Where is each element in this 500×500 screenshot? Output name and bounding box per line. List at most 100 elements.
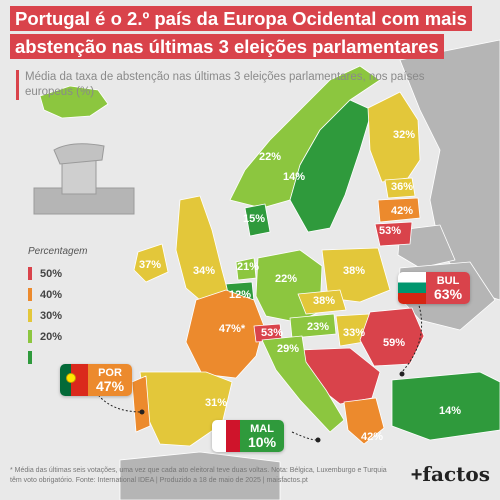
headline-line-2: abstenção nas últimas 3 eleições parlame… xyxy=(10,34,444,59)
bulgaria-callout-text: BUL 63% xyxy=(426,272,471,304)
value-label-ireland: 37% xyxy=(139,259,161,271)
bulgaria-value: 63% xyxy=(434,286,463,302)
headline: Portugal é o 2.º país da Europa Ocidenta… xyxy=(10,6,472,62)
belarus-shape xyxy=(397,224,456,269)
callout-dots xyxy=(139,371,405,443)
value-label-belgium: 12% xyxy=(229,289,251,301)
value-label-italy: 29% xyxy=(277,343,299,355)
country-shapes xyxy=(131,65,500,447)
value-label-spain: 31% xyxy=(205,397,227,409)
value-label-norway: 22% xyxy=(259,151,281,163)
value-label-lithuania: 53% xyxy=(379,225,401,237)
legend-swatch xyxy=(28,309,32,322)
legend-label: 50% xyxy=(40,267,63,280)
legend-item: 30% xyxy=(28,305,87,326)
france-shape xyxy=(185,289,265,379)
brand-name: factos xyxy=(422,462,490,486)
ballot-paper xyxy=(61,159,97,195)
malta-code: MAL xyxy=(250,423,274,435)
bulgaria-flag-icon xyxy=(398,272,426,304)
value-label-turkey: 14% xyxy=(439,405,461,417)
value-label-finland: 32% xyxy=(393,129,415,141)
greece-shape xyxy=(343,397,385,445)
poland-shape xyxy=(321,247,391,303)
legend-item xyxy=(28,347,87,368)
value-label-denmark: 15% xyxy=(243,213,265,225)
value-label-greece: 42% xyxy=(361,431,383,443)
portugal-value: 47% xyxy=(96,378,125,394)
finland-shape xyxy=(367,91,421,183)
lithuania-shape xyxy=(374,221,413,247)
value-label-netherlands: 21% xyxy=(237,261,259,273)
por-leader-line xyxy=(95,391,143,413)
brand-logo: +factos xyxy=(411,462,490,487)
italy-shape xyxy=(261,335,345,433)
bul-leader-dot xyxy=(399,371,405,377)
portugal-shape xyxy=(131,375,151,433)
bul-leader-line xyxy=(401,301,423,373)
austria-shape xyxy=(289,313,337,339)
headline-line-1: Portugal é o 2.º país da Europa Ocidenta… xyxy=(10,6,472,31)
malta-flag-icon xyxy=(212,420,240,452)
value-label-united-kingdom: 34% xyxy=(193,265,215,277)
por-leader-dot xyxy=(139,409,145,415)
romania-shape xyxy=(359,307,425,367)
ballot-box-illustration xyxy=(33,143,135,215)
portugal-callout-text: POR 47% xyxy=(88,364,133,396)
malta-value: 10% xyxy=(248,434,277,450)
portugal-flag-icon xyxy=(60,364,88,396)
iceland-shape xyxy=(39,85,109,119)
malta-callout-text: MAL 10% xyxy=(240,420,285,452)
legend-swatch xyxy=(28,330,32,343)
portugal-code: POR xyxy=(98,367,122,379)
legend-item: 20% xyxy=(28,326,87,347)
portugal-flag-emblem xyxy=(66,373,76,383)
latvia-shape xyxy=(377,197,421,223)
subtitle: Média da taxa de abstenção nas últimas 3… xyxy=(16,70,436,100)
value-label-switzerland: 53% xyxy=(261,327,283,339)
value-label-poland: 38% xyxy=(343,265,365,277)
ireland-shape xyxy=(133,243,169,283)
legend-swatch xyxy=(28,267,32,280)
legend-label: 40% xyxy=(40,288,63,301)
value-label-latvia: 42% xyxy=(391,205,413,217)
value-labels: 22%14%32%36%42%53%15%37% 34% 21%12%22%38%3… xyxy=(139,129,461,443)
bulgaria-code: BUL xyxy=(436,275,460,287)
voter-hand xyxy=(53,143,105,165)
turkey-shape xyxy=(391,371,500,441)
value-label-hungary: 33% xyxy=(343,327,365,339)
value-label-czechia: 38% xyxy=(313,295,335,307)
legend-swatch xyxy=(28,351,32,364)
legend-swatch xyxy=(28,288,32,301)
legend-title: Percentagem xyxy=(28,246,88,257)
portugal-callout: POR 47% xyxy=(60,364,133,396)
united-kingdom-shape xyxy=(175,195,229,301)
legend-label: 20% xyxy=(40,330,63,343)
mal-leader-dot xyxy=(315,437,321,443)
legend-label: 30% xyxy=(40,309,63,322)
czechia-shape xyxy=(297,289,347,315)
callout-leaders xyxy=(95,301,423,441)
malta-callout: MAL 10% xyxy=(212,420,285,452)
estonia-shape xyxy=(384,177,416,199)
north-africa-shape xyxy=(119,451,281,500)
legend: Percentagem 50% 40% 30% 20% xyxy=(28,246,87,368)
value-label-france: 47%* xyxy=(219,323,246,335)
value-label-estonia: 36% xyxy=(391,181,413,193)
footnote: * Média das últimas seis votações, uma v… xyxy=(10,467,387,484)
sweden-shape xyxy=(289,99,373,233)
brand-plus: + xyxy=(410,464,423,486)
bulgaria-callout: BUL 63% xyxy=(398,272,471,304)
legend-item: 40% xyxy=(28,284,87,305)
background-land xyxy=(39,39,500,500)
denmark-shape xyxy=(244,203,271,237)
value-label-sweden: 14% xyxy=(283,171,305,183)
value-label-austria: 23% xyxy=(307,321,329,333)
legend-item: 50% xyxy=(28,263,87,284)
value-label-germany: 22% xyxy=(275,273,297,285)
netherlands-shape xyxy=(235,257,257,281)
value-label-romania: 59% xyxy=(383,337,405,349)
mal-leader-line xyxy=(291,431,317,441)
